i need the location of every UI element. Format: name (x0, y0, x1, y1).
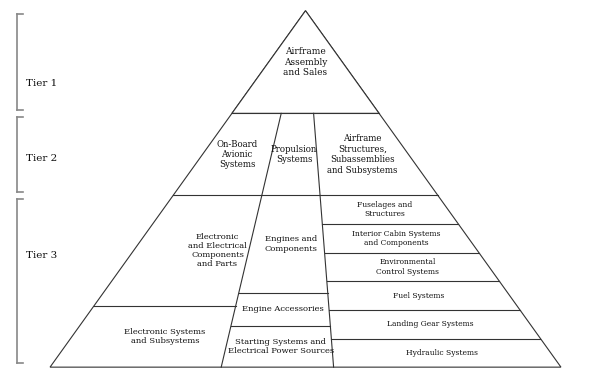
Text: Starting Systems and
Electrical Power Sources: Starting Systems and Electrical Power So… (227, 338, 334, 355)
Polygon shape (232, 11, 379, 113)
Text: Engines and
Components: Engines and Components (265, 235, 317, 253)
Text: Fuselages and
Structures: Fuselages and Structures (357, 201, 412, 218)
Text: Tier 1: Tier 1 (26, 79, 57, 88)
Text: Electronic Systems
and Subsystems: Electronic Systems and Subsystems (125, 328, 205, 345)
Text: Airframe
Assembly
and Sales: Airframe Assembly and Sales (284, 47, 327, 77)
Text: Propulsion
Systems: Propulsion Systems (271, 145, 317, 164)
Text: On-Board
Avionic
Systems: On-Board Avionic Systems (216, 139, 258, 169)
Polygon shape (50, 11, 561, 367)
Text: Interior Cabin Systems
and Components: Interior Cabin Systems and Components (352, 230, 441, 247)
Text: Electronic
and Electrical
Components
and Parts: Electronic and Electrical Components and… (188, 233, 247, 268)
Text: Environmental
Control Systems: Environmental Control Systems (376, 258, 439, 276)
Text: Tier 2: Tier 2 (26, 154, 57, 163)
Text: Landing Gear Systems: Landing Gear Systems (387, 320, 474, 328)
Text: Airframe
Structures,
Subassemblies
and Subsystems: Airframe Structures, Subassemblies and S… (327, 134, 398, 174)
Text: Fuel Systems: Fuel Systems (393, 292, 445, 300)
Text: Hydraulic Systems: Hydraulic Systems (406, 349, 478, 357)
Text: Tier 3: Tier 3 (26, 251, 57, 260)
Text: Engine Accessories: Engine Accessories (243, 305, 324, 313)
